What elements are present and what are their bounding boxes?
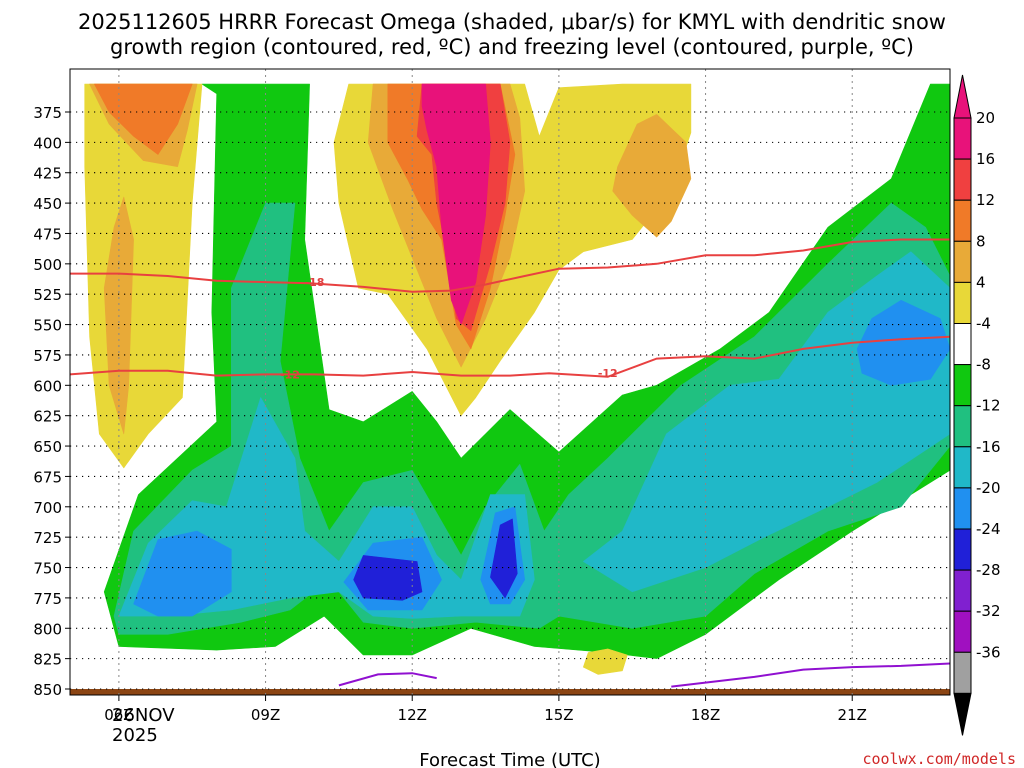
y-tick-label: 400 [33,134,62,152]
y-tick-label: 550 [33,317,62,335]
omega-region-12-17 [94,83,193,155]
y-tick-label: 600 [33,377,62,395]
x-tick-label: 21Z [838,706,867,724]
colorbar-label: 12 [976,191,995,209]
colorbar-label: -20 [976,479,1001,497]
colorbar-label: -28 [976,561,1001,579]
colorbar-segment [953,405,972,448]
colorbar-segment [953,240,972,283]
chart-title-line-1: 2025112605 HRRR Forecast Omega (shaded, … [78,10,946,34]
contour-label: -12 [280,368,300,381]
y-tick-label: 800 [33,620,62,638]
omega-region-20-20 [421,83,491,325]
colorbar-segment [953,651,972,694]
contour-label: -12 [598,367,618,380]
contours: -18 -12 -12 [70,238,950,688]
colorbar-top-arrow [953,74,972,119]
x-tick-label: 15Z [544,706,573,724]
y-tick-label: 825 [33,651,62,669]
colorbar-label: -4 [976,315,991,333]
x-axis: 06Z 09Z 12Z 15Z 18Z 21Z [104,695,867,724]
y-tick-label: 375 [33,104,62,122]
colorbar: 20 16 12 8 4 -4 -8 -12 -16 -20 -24 -28 -32 -36 [953,74,1001,736]
plot-frame [69,68,951,696]
y-axis: 375 400 425 450 475 500 525 550 575 600 625 650 675 7… [33,104,70,699]
omega-region-4-12 [582,648,628,675]
x-date-year: 2025 [112,725,158,746]
chart-title-line-2: growth region (contoured, red, ºC) and f… [110,35,914,59]
y-tick-label: 500 [33,256,62,274]
colorbar-segment [953,158,972,201]
colorbar-label: -36 [976,643,1001,661]
colorbar-label: -24 [976,520,1001,538]
y-tick-label: 850 [33,681,62,699]
colorbar-label: -16 [976,438,1001,456]
colorbar-segment [953,610,972,653]
y-tick-label: 625 [33,408,62,426]
y-tick-label: 475 [33,225,62,243]
colorbar-segment [953,487,972,530]
colorbar-segment [953,364,972,407]
colorbar-bottom-arrow [953,692,972,736]
y-tick-label: 775 [33,590,62,608]
y-tick-label: 425 [33,165,62,183]
omega-region--16-4 [133,530,232,617]
x-axis-label: Forecast Time (UTC) [419,750,600,768]
freezing-level-contour-1 [671,662,950,688]
colorbar-label: 20 [976,109,995,127]
x-tick-label: 12Z [398,706,427,724]
colorbar-segment [953,528,972,571]
colorbar-segment [953,199,972,242]
credit-text: coolwx.com/models [862,750,1016,768]
colorbar-label: -12 [976,397,1001,415]
plot-area: -18 -12 -12 [70,69,950,695]
omega-region--20-8 [353,555,423,601]
y-tick-label: 525 [33,286,62,304]
y-tick-label: 725 [33,529,62,547]
omega-region--12-3 [582,251,950,593]
y-tick-label: 675 [33,468,62,486]
colorbar-label: 8 [976,232,986,250]
x-tick-label: 06Z [104,706,133,724]
x-tick-label: 18Z [691,706,720,724]
colorbar-label: -32 [976,602,1001,620]
colorbar-segment [953,446,972,489]
x-date-day: 26NOV [112,705,175,726]
colorbar-segment [953,117,972,160]
colorbar-label: 4 [976,273,986,291]
dgz-contour-0 [70,238,950,293]
y-tick-label: 750 [33,560,62,578]
colorbar-label: 16 [976,150,995,168]
x-tick-label: 09Z [251,706,280,724]
omega-region--16-5 [856,299,950,386]
y-tick-label: 650 [33,438,62,456]
y-tick-label: 700 [33,499,62,517]
omega-region--20-9 [490,518,518,599]
colorbar-segment [953,323,972,366]
dgz-contour-1 [70,335,950,378]
gridlines [70,69,950,695]
ground-strip [70,689,950,695]
colorbar-segment [953,569,972,612]
y-tick-label: 450 [33,195,62,213]
colorbar-label: -8 [976,356,991,374]
contour-label: -18 [305,276,325,289]
colorbar-segment [953,281,972,324]
y-tick-label: 575 [33,347,62,365]
freezing-level-contour-0 [338,672,437,687]
